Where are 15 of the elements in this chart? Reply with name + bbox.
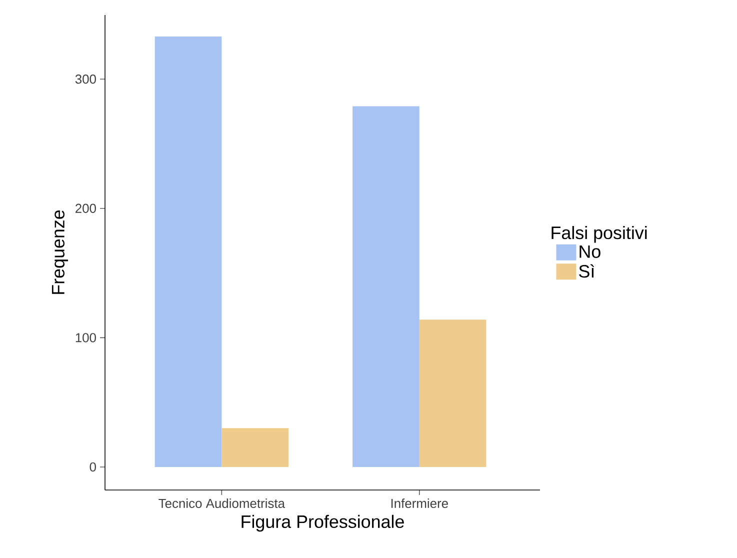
y-tick-label: 100: [76, 333, 96, 342]
legend-title: Falsi positivi: [552, 226, 647, 243]
y-tick-label: 200: [76, 204, 96, 213]
x-tick-label: Tecnico Audiometrista: [158, 498, 285, 508]
y-tick-label: 0: [90, 462, 96, 472]
bar: [222, 428, 288, 467]
bar: [154, 36, 222, 467]
bar: [419, 320, 486, 467]
y-tick-label: 300: [75, 74, 96, 84]
bar: [352, 106, 420, 467]
x-tick-label: Infermiere: [391, 498, 448, 508]
legend-label: Sì: [579, 264, 594, 278]
legend-label: No: [580, 245, 600, 258]
x-axis-title: Figura Professionale: [242, 514, 404, 532]
y-axis-title: Frequenze: [52, 210, 68, 294]
